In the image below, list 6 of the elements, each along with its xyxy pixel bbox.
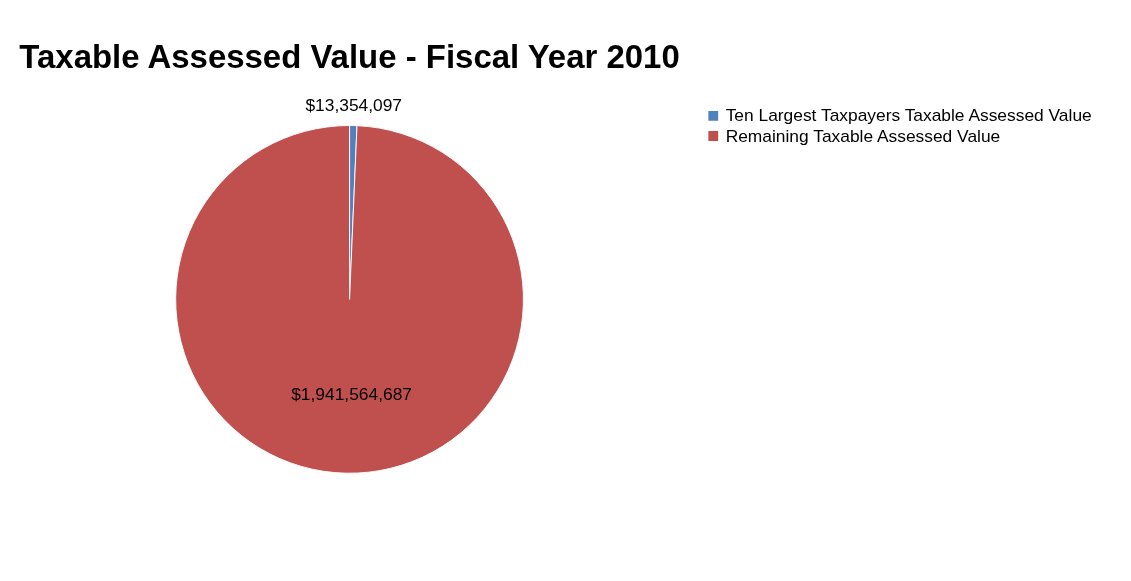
pie-slice: [175, 125, 524, 474]
legend-label: Ten Largest Taxpayers Taxable Assessed Value: [725, 105, 1092, 126]
data-label: $13,354,097: [305, 94, 403, 115]
chart-title: Taxable Assessed Value - Fiscal Year 2010: [19, 37, 680, 75]
data-label: $1,941,564,687: [291, 384, 412, 405]
legend-label: Remaining Taxable Assessed Value: [725, 125, 1001, 146]
